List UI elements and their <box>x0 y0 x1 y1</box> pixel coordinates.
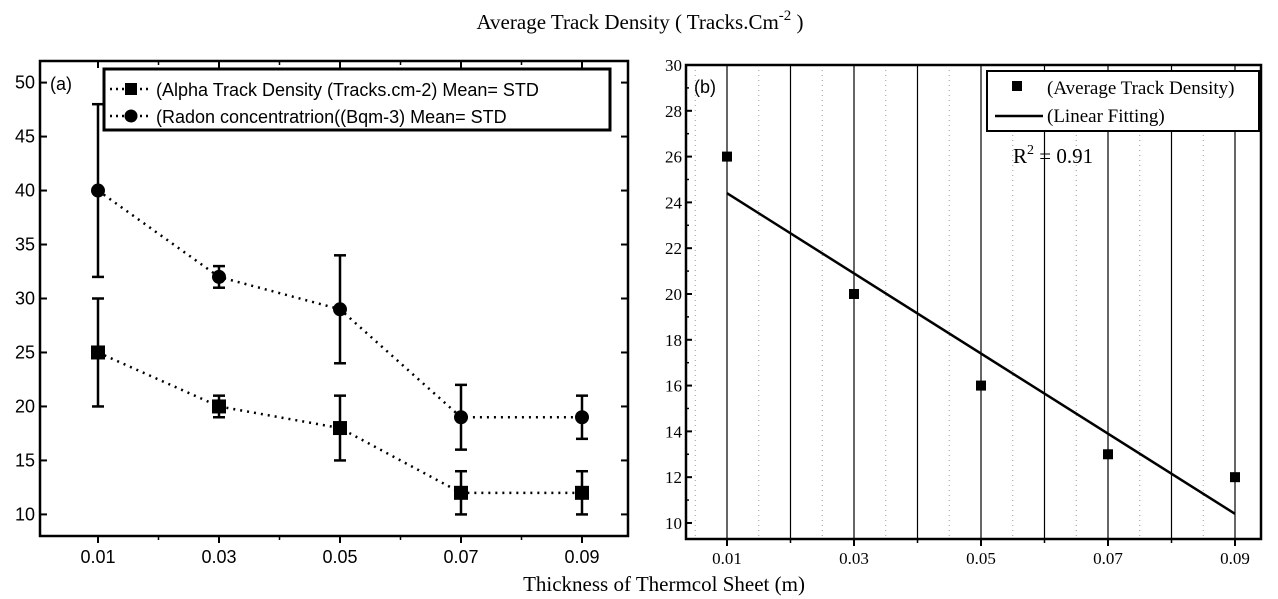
panel-b: 10 12 14 16 18 20 22 24 26 28 30 0.01 0.03 0.05 0.07 0.… <box>665 56 1263 568</box>
b-point-square <box>849 288 859 299</box>
a-y-tick-label: 40 <box>15 181 35 201</box>
b-x-tick-label: 0.03 <box>839 549 869 568</box>
b-y-tick-label: 20 <box>665 285 682 304</box>
b-y-tick-label: 16 <box>665 377 682 396</box>
a-y-tick-label: 30 <box>15 289 35 309</box>
b-point-square <box>1103 449 1113 460</box>
panel-a-label: (a) <box>50 74 72 94</box>
b-y-tick-label: 24 <box>665 193 683 212</box>
a-x-tick-label: 0.01 <box>80 547 115 567</box>
b-y-tick-label: 26 <box>665 148 682 167</box>
a-y-tick-label: 25 <box>15 342 35 362</box>
panel-a-legend: (Alpha Track Density (Tracks.cm-2) Mean=… <box>102 67 612 132</box>
a-x-tick-label: 0.03 <box>201 547 236 567</box>
panel-b-label: (b) <box>694 77 716 97</box>
b-point-square <box>1230 472 1240 483</box>
a-point-square <box>212 399 226 414</box>
a-x-tick-label: 0.09 <box>564 547 599 567</box>
a-y-tick-label: 45 <box>15 127 35 147</box>
a-point-circle <box>454 410 468 425</box>
b-y-tick-label: 18 <box>665 331 682 350</box>
panel-a-frame <box>38 59 630 538</box>
panel-b-series <box>722 151 1240 515</box>
a-point-square <box>333 421 347 436</box>
panel-b-frame <box>684 63 1263 541</box>
panel-a-ticks: 10 15 20 25 30 35 40 45 50 0.01 0.03 0.05 0.07 0.09 <box>15 61 628 567</box>
a-point-square <box>575 485 589 500</box>
b-x-tick-label: 0.01 <box>712 549 742 568</box>
panel-b-gridlines <box>694 65 1236 539</box>
panel-a-series <box>91 102 589 516</box>
panel-a-legend-box <box>102 67 612 132</box>
legend-alpha-label: (Alpha Track Density (Tracks.cm-2) Mean=… <box>156 80 539 100</box>
b-y-tick-label: 10 <box>665 514 682 533</box>
a-y-tick-label: 10 <box>15 504 35 524</box>
panel-b-ticks: 10 12 14 16 18 20 22 24 26 28 30 0.01 0.03 0.05 0.07 0.… <box>665 56 1250 568</box>
legend-radon-label: (Radon concentratrion((Bqm-3) Mean= STD <box>156 107 507 127</box>
a-point-circle <box>212 269 226 284</box>
legend-alpha-marker <box>125 83 137 95</box>
b-point-square <box>976 380 986 391</box>
a-x-tick-label: 0.05 <box>322 547 357 567</box>
a-point-circle <box>91 183 105 198</box>
a-y-tick-label: 35 <box>15 235 35 255</box>
b-fit-line <box>726 192 1236 515</box>
b-y-tick-label: 12 <box>665 468 682 487</box>
a-y-tick-label: 50 <box>15 73 35 93</box>
x-axis-label: Thickness of Thermcol Sheet (m) <box>523 572 805 596</box>
panel-a: 10 15 20 25 30 35 40 45 50 0.01 0.03 0.05 0.07 0.09 (… <box>15 59 630 567</box>
a-y-tick-label: 15 <box>15 450 35 470</box>
a-point-circle <box>575 410 589 425</box>
b-y-tick-label: 30 <box>665 56 682 75</box>
b-y-tick-label: 22 <box>665 239 682 258</box>
a-point-circle <box>333 302 347 317</box>
figure-title: Average Track Density ( Tracks.Cm-2 ) <box>476 8 803 34</box>
legend-fit-label: (Linear Fitting) <box>1047 106 1165 127</box>
a-point-square <box>91 345 105 360</box>
panel-b-legend: (Average Track Density) (Linear Fitting) <box>986 70 1260 132</box>
b-y-tick-label: 28 <box>665 102 682 121</box>
legend-avg-label: (Average Track Density) <box>1047 78 1235 99</box>
b-point-square <box>722 151 732 162</box>
b-y-tick-label: 14 <box>665 422 683 441</box>
legend-radon-marker <box>124 109 138 123</box>
b-x-tick-label: 0.09 <box>1220 549 1250 568</box>
a-y-tick-label: 20 <box>15 396 35 416</box>
legend-avg-marker <box>1012 81 1022 91</box>
b-x-tick-label: 0.07 <box>1093 549 1123 568</box>
panel-b-legend-box <box>986 70 1260 132</box>
a-x-tick-label: 0.07 <box>443 547 478 567</box>
b-x-tick-label: 0.05 <box>966 549 996 568</box>
r-squared-annotation: R2 = 0.91 <box>1013 143 1093 168</box>
a-point-square <box>454 485 468 500</box>
